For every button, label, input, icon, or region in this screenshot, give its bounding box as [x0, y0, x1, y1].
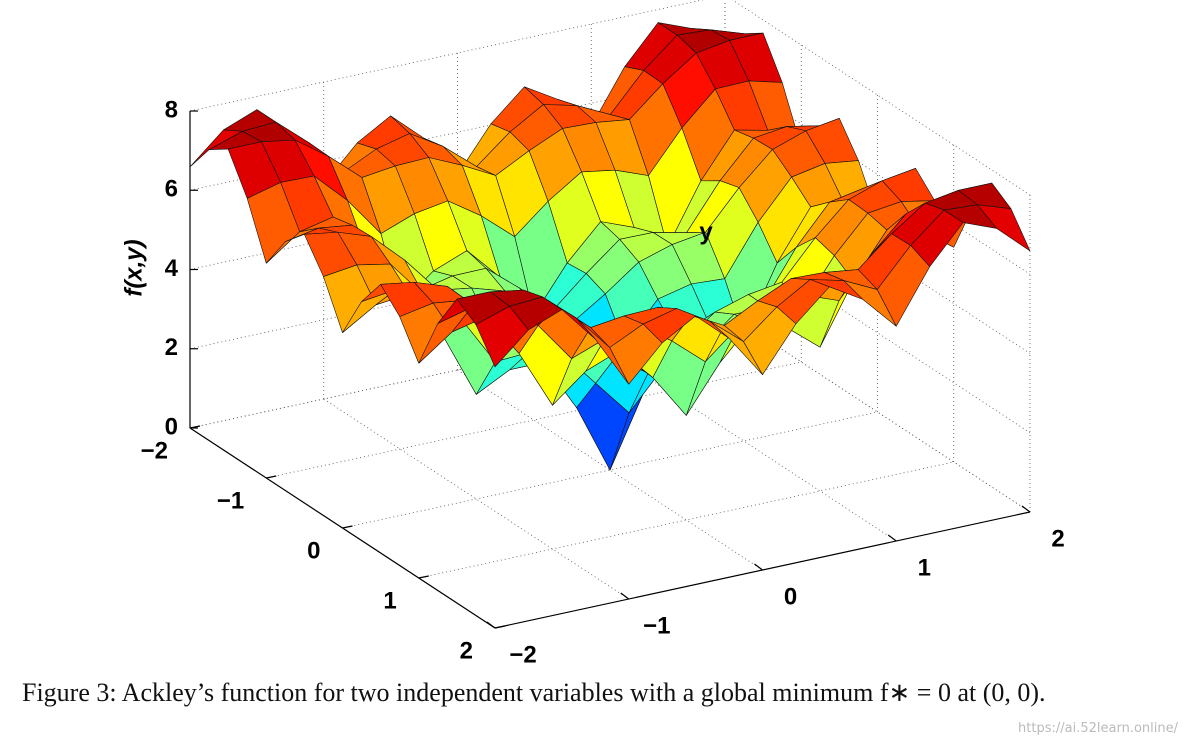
z-tick-label: 2 — [165, 334, 178, 361]
y-tick-label: −1 — [217, 487, 244, 514]
y-tick — [418, 575, 429, 579]
y-axis-label: y — [699, 218, 713, 245]
z-axis-label: f(x,y) — [120, 239, 147, 296]
x-tick-label: −2 — [509, 641, 536, 668]
chart: 0 2 4 6 8 −2 −1 0 1 2 −2 −1 0 1 2 y f(x,y) — [120, 0, 1065, 668]
surface — [189, 22, 1031, 471]
z-tick-label: 0 — [165, 413, 178, 440]
x-tick-label: 2 — [1051, 525, 1064, 552]
z-tick-label: 4 — [165, 255, 179, 282]
y-tick — [342, 525, 353, 529]
grid-line — [418, 461, 954, 579]
x-tick-label: −1 — [643, 612, 670, 639]
x-tick-label: 0 — [784, 583, 797, 610]
surface-patch — [977, 204, 1031, 252]
y-tick-label: −2 — [141, 437, 168, 464]
y-tick-label: 2 — [460, 637, 473, 664]
grid-line — [457, 369, 763, 571]
z-tick-label: 8 — [165, 96, 178, 123]
grid-line — [323, 398, 629, 600]
y-tick-label: 0 — [307, 537, 320, 564]
x-tick — [486, 621, 496, 629]
y-tick — [266, 475, 277, 479]
watermark: https://ai.52learn.online/ — [1018, 721, 1178, 736]
grid-line — [731, 0, 1031, 196]
x-tick-label: 1 — [918, 554, 931, 581]
grid-line — [189, 0, 704, 112]
z-tick-label: 6 — [165, 176, 178, 203]
grid-line — [266, 361, 802, 479]
x-tick — [1021, 505, 1031, 513]
x-tick — [754, 563, 763, 571]
y-tick — [189, 425, 201, 429]
x-tick — [620, 592, 630, 600]
grid-line — [342, 411, 878, 529]
axes-box: 0 2 4 6 8 −2 −1 0 1 2 −2 −1 0 1 2 — [141, 0, 1065, 668]
y-tick — [494, 625, 506, 629]
figure-caption: Figure 3: Ackley’s function for two inde… — [22, 678, 1046, 707]
y-tick-label: 1 — [383, 587, 396, 614]
x-tick — [887, 534, 897, 542]
surface-patch — [475, 306, 529, 368]
